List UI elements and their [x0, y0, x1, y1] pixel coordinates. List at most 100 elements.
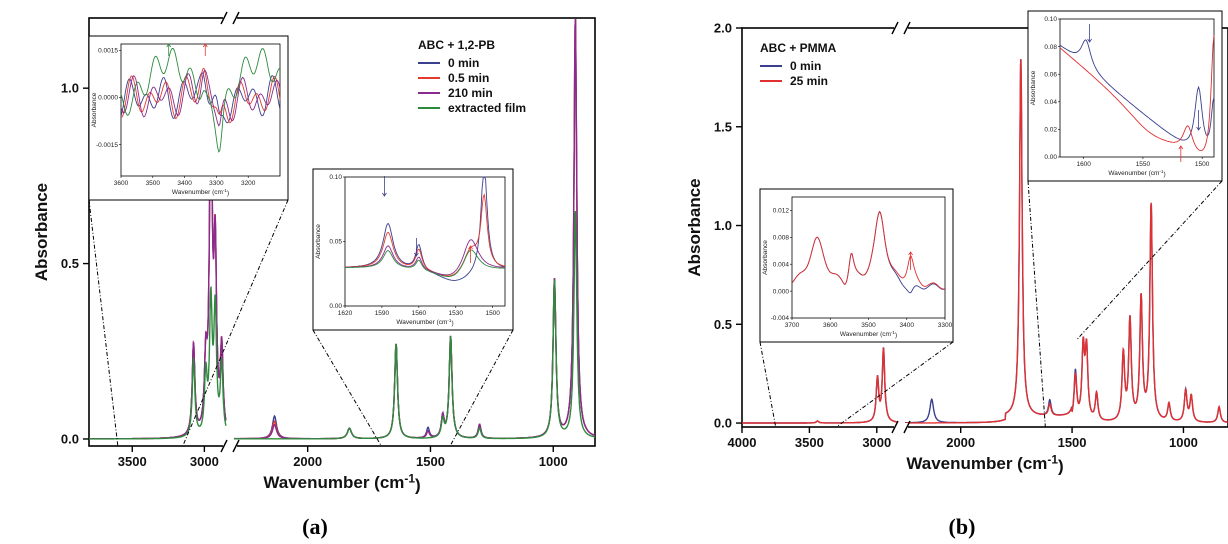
- panel-label-a: (a): [302, 514, 328, 539]
- inset-y-tick-label: 0.0000: [98, 95, 118, 102]
- x-tick-label: 1500: [416, 454, 445, 469]
- legend-entry: extracted film: [448, 101, 526, 115]
- inset-b-oh-region: 3700 3600 3500 3400 3300 0.012 0.008 0.004 0.000…: [759, 188, 954, 343]
- axis-break-mark: [903, 21, 911, 35]
- inset-y-tick-label: 0.004: [773, 261, 790, 268]
- inset-y-tick-label: 0.00: [329, 303, 342, 310]
- inset-x-tick-label: 1550: [1136, 161, 1151, 168]
- inset-arrow-red-head: [202, 43, 208, 48]
- inset-plot-frame: [1059, 18, 1215, 158]
- legend-entry: 210 min: [448, 86, 493, 100]
- y-tick-label: 1.0: [714, 218, 732, 233]
- inset-frame: [312, 168, 514, 331]
- axis-break-mark: [220, 11, 228, 25]
- zoom-connector: [836, 341, 954, 428]
- x-tick-label: 1500: [1058, 435, 1087, 450]
- spectra-group: [89, 18, 595, 440]
- inset-x-tick-label: 1620: [338, 310, 353, 317]
- plot-frame: [88, 17, 596, 447]
- y-tick-label: 2.0: [714, 21, 732, 36]
- inset-curve: [345, 193, 506, 277]
- x-axis-label: Wavenumber (cm-1): [906, 453, 1063, 476]
- inset-a-carbonyl-region: 1620 1590 1560 1530 1500 0.00 0.05 0.10 Wavenumb…: [312, 168, 514, 331]
- inset-y-tick-label: 0.012: [773, 208, 790, 215]
- x-tick-label: 3000: [190, 454, 219, 469]
- x-axis-label: Wavenumber (cm-1): [263, 472, 420, 495]
- inset-curve: [120, 47, 281, 153]
- inset-arrow-blue-head: [382, 192, 387, 197]
- axis-break-mark: [891, 21, 899, 35]
- inset-y-axis-label: Absorbance: [91, 92, 98, 127]
- inset-y-tick-label: 0.04: [1044, 99, 1057, 106]
- y-axis-label: Absorbance: [32, 183, 51, 281]
- spectrum-line-25-min: [742, 59, 1228, 424]
- inset-curve: [120, 67, 281, 124]
- inset-x-axis-label: Wavenumber (cm-1): [396, 318, 453, 327]
- inset-x-tick-label: 3600: [114, 180, 129, 187]
- inset-x-axis-label: Wavenumber (cm-1): [840, 330, 897, 339]
- inset-x-tick-label: 1600: [1076, 161, 1091, 168]
- inset-y-axis-label: Absorbance: [762, 240, 769, 275]
- y-tick-label: 1.5: [714, 119, 732, 134]
- y-tick-label: 0.0: [714, 416, 732, 431]
- inset-y-tick-label: -0.0015: [96, 142, 118, 149]
- x-tick-label: 2000: [946, 435, 975, 450]
- y-tick-label: 0.5: [61, 256, 79, 271]
- inset-x-tick-label: 1500: [1195, 161, 1210, 168]
- x-tick-label: 3500: [118, 454, 147, 469]
- legend-title: ABC + 1,2-PB: [418, 38, 495, 52]
- inset-x-tick-label: 1500: [485, 310, 500, 317]
- inset-x-tick-label: 3600: [823, 322, 838, 329]
- zoom-connector: [182, 199, 289, 447]
- axis-break-gap: [894, 24, 908, 32]
- spectrum-line-extracted-film: [89, 210, 595, 440]
- zoom-connector: [312, 329, 382, 447]
- inset-curve: [1059, 39, 1215, 141]
- inset-x-tick-label: 1560: [412, 310, 427, 317]
- x-tick-label: 4000: [728, 435, 757, 450]
- inset-x-tick-label: 3500: [146, 180, 161, 187]
- axis-break-mark: [232, 11, 240, 25]
- inset-y-tick-label: 0.008: [773, 235, 790, 242]
- inset-a-nh-region: 3600 3500 3400 3300 3200 0.0015 0.0000 -0.0015 W…: [88, 35, 289, 201]
- inset-curve: [791, 210, 946, 290]
- inset-x-tick-label: 3300: [938, 322, 953, 329]
- spectra-group: [742, 59, 1228, 424]
- inset-arrow-red-head: [908, 251, 913, 256]
- inset-x-tick-label: 3400: [177, 180, 192, 187]
- inset-x-axis-label: Wavenumber (cm-1): [172, 188, 229, 197]
- inset-y-tick-label: 0.02: [1044, 127, 1057, 134]
- inset-y-tick-label: 0.00: [1044, 154, 1057, 161]
- plot-frame: [741, 27, 1228, 428]
- zoom-connector: [88, 199, 119, 447]
- inset-y-tick-label: 0.06: [1044, 71, 1057, 78]
- inset-y-tick-label: 0.08: [1044, 44, 1057, 51]
- zoom-connector: [1027, 180, 1046, 428]
- inset-curve: [345, 249, 505, 277]
- panel-label-b: (b): [949, 514, 976, 539]
- inset-y-tick-label: 0.10: [1044, 16, 1057, 23]
- axis-break-gap: [894, 423, 908, 431]
- axis-break-mark: [220, 439, 228, 453]
- inset-y-tick-label: -0.004: [771, 315, 790, 322]
- inset-arrow-blue-head: [1196, 126, 1201, 131]
- inset-x-axis-label: Wavenumber (cm-1): [1108, 169, 1165, 178]
- inset-x-tick-label: 1530: [449, 310, 464, 317]
- inset-curve: [120, 69, 281, 127]
- x-tick-label: 1000: [1169, 435, 1198, 450]
- x-tick-label: 1000: [539, 454, 568, 469]
- inset-x-tick-label: 3200: [241, 180, 256, 187]
- x-tick-label: 2000: [293, 454, 322, 469]
- legend-entry: 25 min: [790, 74, 828, 88]
- legend-entry: 0.5 min: [448, 71, 489, 85]
- axis-break-mark: [903, 420, 911, 434]
- inset-curve: [1059, 35, 1215, 152]
- inset-curve: [345, 239, 506, 276]
- inset-curve: [120, 72, 281, 124]
- legend-title: ABC + PMMA: [760, 41, 837, 55]
- inset-x-tick-label: 3700: [785, 322, 800, 329]
- inset-y-tick-label: 0.10: [329, 174, 342, 181]
- inset-x-tick-label: 3500: [861, 322, 876, 329]
